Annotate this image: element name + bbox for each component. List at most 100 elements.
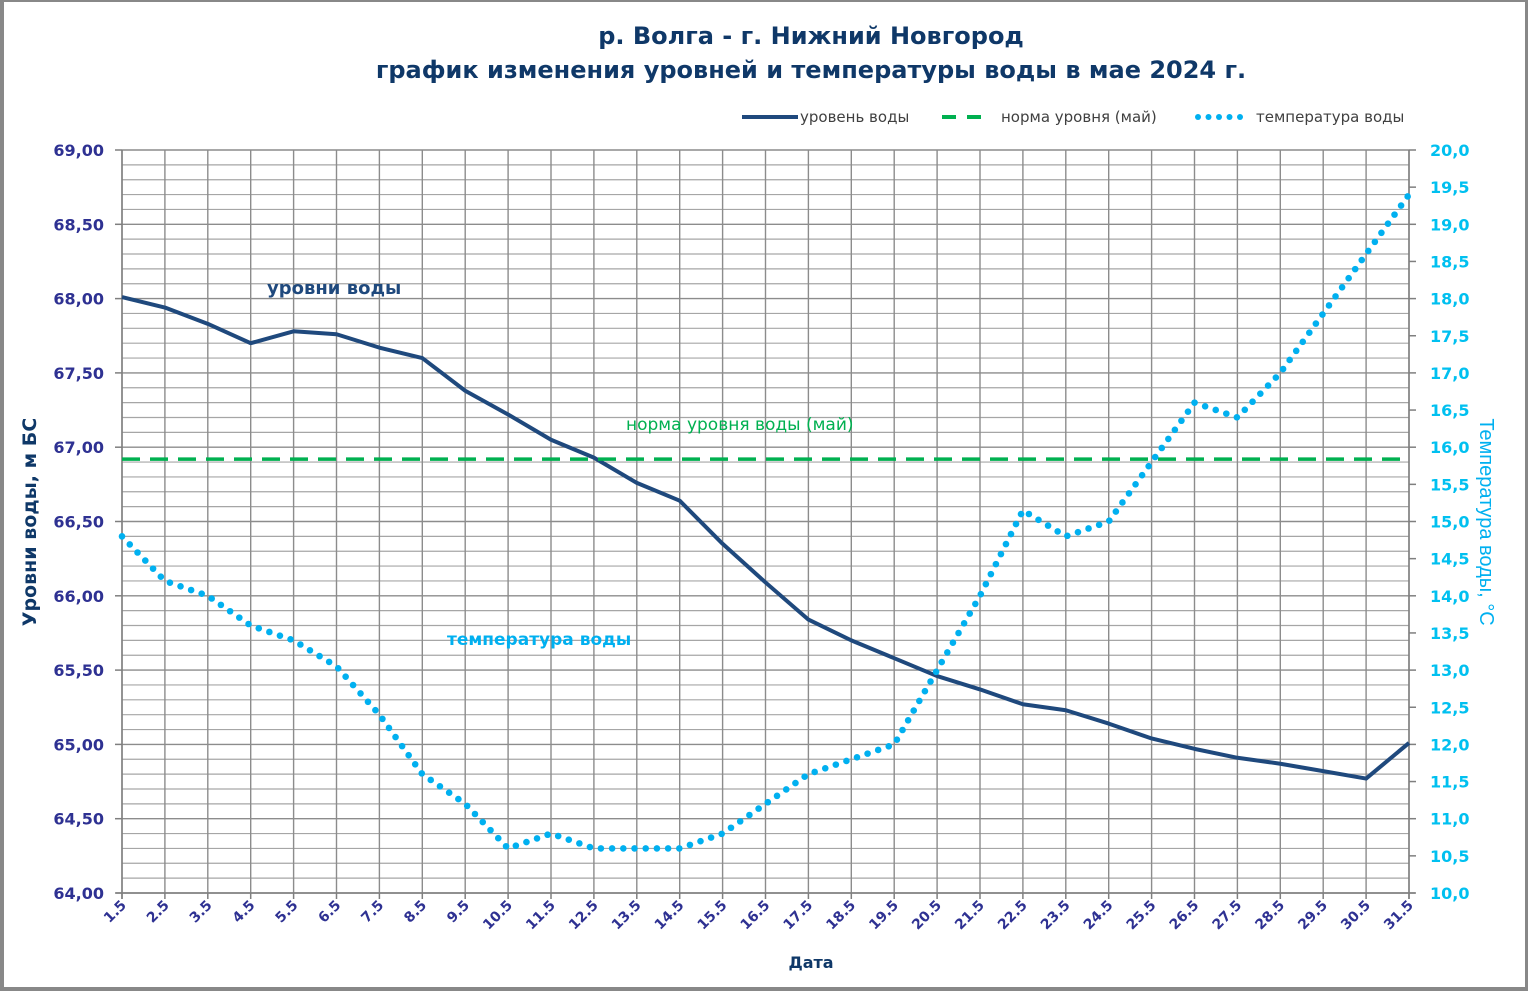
temperature-dot [217, 601, 225, 609]
temperature-dot [463, 802, 471, 810]
right-tick-label: 17,0 [1430, 364, 1469, 383]
temperature-dot [1119, 499, 1126, 506]
temperature-dot [471, 810, 479, 818]
right-tick-label: 15,0 [1430, 513, 1469, 532]
right-tick-label: 12,5 [1430, 698, 1469, 717]
temperature-dot [1319, 311, 1326, 318]
temperature-dot [487, 826, 494, 834]
temperature-dot [1371, 238, 1379, 246]
temperature-dot [1125, 490, 1133, 497]
temperature-dot [620, 845, 627, 852]
right-tick-label: 11,5 [1430, 773, 1469, 792]
temperature-dot [287, 636, 294, 643]
temperature-dot [608, 845, 616, 852]
temperature-dot [586, 843, 594, 851]
temperature-dot [141, 557, 149, 564]
temperature-dot [642, 845, 650, 852]
temperature-dot [1201, 403, 1209, 410]
x-tick-label: 17.5 [780, 898, 816, 934]
temperature-dot [972, 600, 979, 608]
temperature-dot [411, 760, 419, 768]
x-tick-label: 13.5 [609, 898, 645, 934]
x-tick-label: 26.5 [1167, 898, 1203, 934]
temperature-dot [149, 565, 157, 572]
temperature-dot [653, 845, 661, 852]
temperature-dot [1095, 521, 1103, 529]
legend: уровень воды норма уровня (май) температ… [742, 108, 1404, 126]
x-tick-label: 2.5 [144, 898, 173, 927]
right-tick-label: 18,5 [1430, 252, 1469, 271]
right-tick-label: 15,5 [1430, 475, 1469, 494]
legend-item-temperature[interactable]: температура воды [1195, 108, 1404, 126]
x-tick-label: 8.5 [401, 898, 430, 927]
temperature-dot [718, 830, 725, 838]
right-tick-label: 17,5 [1430, 327, 1469, 346]
temperature-dot [1325, 302, 1333, 309]
right-tick-label: 16,5 [1430, 401, 1469, 420]
temperature-dot [764, 798, 772, 806]
temperature-dot [874, 746, 882, 754]
temperature-dot [1106, 517, 1113, 524]
temperature-dot [597, 845, 605, 852]
series-group [118, 193, 1411, 852]
temperature-dot [982, 580, 990, 588]
temperature-dot [1397, 202, 1405, 209]
temperature-dot [853, 753, 861, 761]
temperature-dot [349, 681, 357, 689]
legend-swatch-temperature [1195, 114, 1243, 120]
left-tick-label: 65,50 [53, 661, 104, 680]
temperature-dot [316, 652, 323, 660]
temperature-dot [782, 786, 790, 793]
annotation-norm: норма уровня воды (май) [626, 415, 854, 435]
legend-item-norm[interactable]: норма уровня (май) [942, 108, 1157, 126]
temperature-dot [1007, 530, 1015, 538]
temperature-dot [418, 770, 426, 777]
temperature-dot [904, 716, 912, 724]
temperature-dot [187, 586, 195, 594]
y2-axis-title: Температура воды, °С [1475, 418, 1497, 625]
x-tick-label: 21.5 [952, 898, 988, 934]
temperature-dot [1054, 528, 1061, 535]
temperature-dot [479, 818, 487, 826]
temperature-dot [306, 647, 314, 654]
temperature-dot [1365, 247, 1372, 255]
temperature-dot [832, 761, 840, 768]
right-tick-label: 18,0 [1430, 290, 1469, 309]
temperature-dot [1112, 508, 1120, 515]
temperature-dot [1064, 532, 1071, 540]
left-tick-label: 69,00 [53, 141, 104, 160]
temperature-dot [1158, 444, 1166, 452]
legend-item-level[interactable]: уровень воды [742, 108, 909, 126]
left-tick-label: 64,50 [53, 810, 104, 829]
temperature-dot [1223, 410, 1230, 417]
right-tick-label: 10,0 [1430, 884, 1469, 903]
temperature-dot [297, 641, 304, 648]
left-tick-label: 67,50 [53, 364, 104, 383]
temperature-dot [1299, 338, 1307, 346]
x-tick-label: 16.5 [738, 898, 774, 934]
chart-subtitle: график изменения уровней и температуры в… [376, 56, 1246, 84]
temperature-dot [1358, 256, 1366, 264]
legend-dot [1195, 114, 1201, 120]
annotation-temperature: температура воды [447, 630, 631, 650]
temperature-dot [266, 628, 273, 636]
temperature-dot [392, 733, 399, 741]
temperature-dot [398, 742, 406, 750]
temperature-dot [385, 724, 393, 732]
right-tick-label: 14,5 [1430, 550, 1469, 569]
temperature-dot [523, 838, 530, 846]
x-tick-label: 28.5 [1252, 898, 1288, 934]
x-tick-label: 14.5 [652, 898, 688, 934]
temperature-dot [676, 845, 683, 852]
temperature-dot [927, 678, 934, 685]
left-tick-label: 65,00 [53, 735, 104, 754]
legend-dot [1205, 114, 1212, 120]
x-tick-label: 4.5 [230, 898, 259, 927]
temperature-dot [664, 845, 672, 852]
temperature-dot [992, 560, 1000, 568]
temperature-dot [944, 649, 951, 656]
temperature-dot [821, 764, 829, 772]
x-tick-label: 30.5 [1338, 898, 1374, 934]
x-tick-label: 24.5 [1081, 898, 1117, 934]
